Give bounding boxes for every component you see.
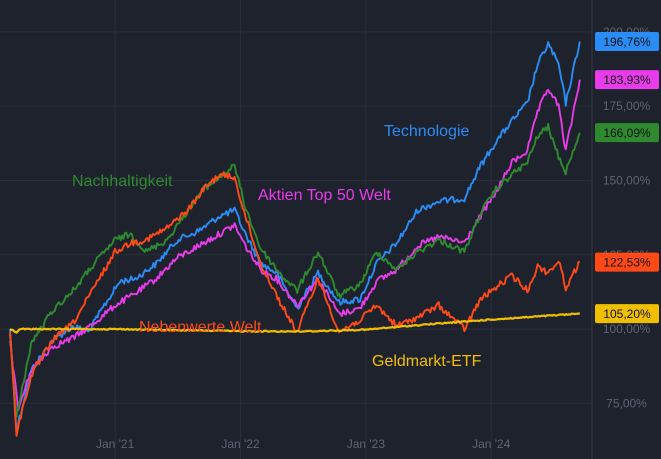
x-tick-label: Jan '24 — [472, 437, 511, 451]
grid-layer — [0, 0, 593, 459]
last-value-badge-0: 196,76% — [595, 32, 659, 52]
series-layer — [9, 41, 581, 437]
badge-background — [595, 123, 659, 143]
series-labels: Technologie Aktien Top 50 Welt Nachhaltigk… — [72, 123, 482, 370]
y-tick-label: 75,00% — [606, 396, 647, 410]
y-tick-label: 150,00% — [603, 173, 651, 187]
last-value-badge-1: 183,93% — [595, 70, 659, 90]
series-label-2: Nachhaltigkeit — [72, 173, 173, 190]
badge-value: 105,20% — [603, 307, 651, 321]
badge-value: 196,76% — [603, 35, 651, 49]
series-label-3: Nebenwerte Welt — [139, 319, 262, 336]
series-label-4: Geldmarkt-ETF — [372, 353, 482, 370]
badge-value: 183,93% — [603, 73, 651, 87]
badge-background — [595, 32, 659, 52]
badge-value: 122,53% — [603, 256, 651, 270]
series-line-2 — [9, 122, 581, 418]
x-axis-ticks: Jan '21 Jan '22 Jan '23 Jan '24 — [96, 437, 511, 451]
x-tick-label: Jan '23 — [347, 437, 386, 451]
x-tick-label: Jan '21 — [96, 437, 135, 451]
series-line-1 — [9, 79, 581, 412]
last-value-badge-2: 166,09% — [595, 123, 659, 143]
x-tick-label: Jan '22 — [221, 437, 260, 451]
series-line-4 — [9, 312, 580, 334]
badge-background — [595, 252, 659, 272]
series-label-1: Aktien Top 50 Welt — [258, 187, 391, 204]
last-value-badges: 196,76% 183,93% 166,09% 122,53% 105,20% — [595, 32, 659, 324]
y-tick-label: 100,00% — [603, 322, 651, 336]
series-label-0: Technologie — [384, 123, 470, 140]
series-line-3 — [9, 171, 580, 437]
badge-value: 166,09% — [603, 126, 651, 140]
y-tick-label: 175,00% — [603, 99, 651, 113]
last-value-badge-3: 122,53% — [595, 252, 659, 272]
series-line-0 — [9, 41, 581, 433]
badge-background — [595, 70, 659, 90]
last-value-badge-4: 105,20% — [595, 304, 659, 324]
badge-background — [595, 304, 659, 324]
